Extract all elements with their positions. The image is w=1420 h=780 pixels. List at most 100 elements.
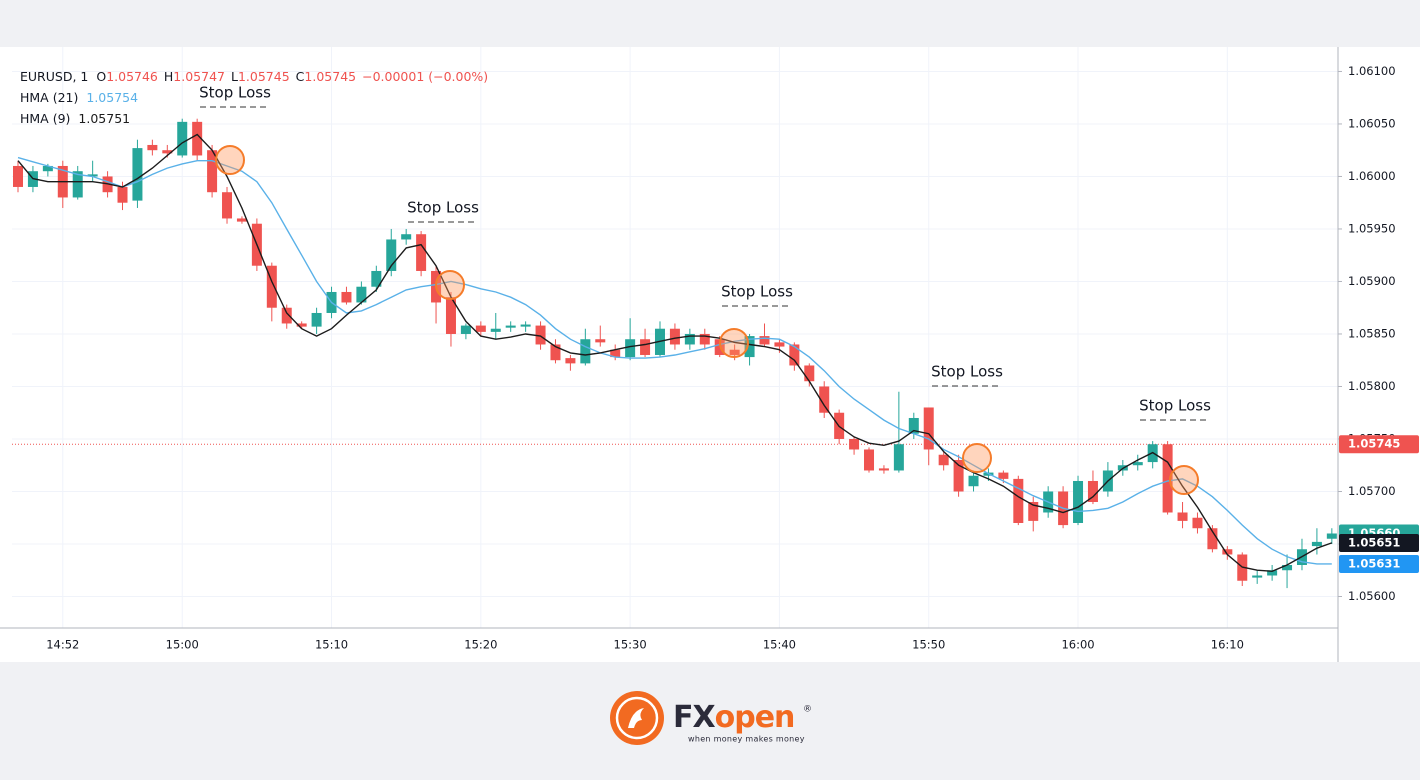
candle-body: [669, 328, 680, 345]
candle-body: [207, 150, 218, 193]
price-label: 1.05745: [1348, 437, 1400, 451]
candle-body: [117, 186, 128, 203]
legend-key: L: [231, 69, 238, 84]
candle-body: [550, 344, 561, 361]
y-tick-label: 1.05800: [1348, 379, 1396, 393]
candle-body: [192, 121, 203, 156]
legend-change: −0.00001 (−0.00%): [362, 69, 488, 84]
candle-body: [789, 344, 800, 366]
x-tick-label: 15:00: [166, 638, 199, 652]
candle-body: [1013, 478, 1024, 523]
candle-body: [1282, 564, 1293, 571]
candle-body: [311, 312, 322, 327]
legend-value: 1.05747: [173, 69, 225, 84]
candle-body: [281, 307, 292, 324]
candle-body: [610, 349, 621, 358]
logo-mark-glyph: [628, 708, 644, 728]
candle-body: [460, 325, 471, 334]
candle-body: [684, 333, 695, 345]
candle-body: [236, 218, 247, 222]
candle-body: [1311, 541, 1322, 547]
candle-body: [580, 339, 591, 364]
legend-symbol: EURUSD, 1: [20, 69, 88, 84]
candle-body: [296, 323, 307, 327]
legend-row: HMA (21) 1.05754: [20, 90, 138, 105]
candle-body: [475, 325, 486, 332]
y-tick-label: 1.06100: [1348, 64, 1396, 78]
x-tick-label: 16:00: [1061, 638, 1094, 652]
price-label-box: [1339, 533, 1419, 552]
candle-body: [744, 336, 755, 358]
candle-body: [401, 234, 412, 240]
price-label-box: [1339, 554, 1419, 573]
candle-body: [416, 234, 427, 271]
stop-marker: [1169, 465, 1199, 495]
legend-key: C: [296, 69, 305, 84]
candle-body: [804, 365, 815, 382]
y-tick-label: 1.05700: [1348, 484, 1396, 498]
annotation-label: Stop Loss: [1139, 397, 1211, 415]
candle-body: [1252, 575, 1263, 578]
candle-body: [1267, 570, 1278, 576]
candle-body: [520, 324, 531, 327]
candle-body: [445, 297, 456, 334]
candle-body: [849, 438, 860, 450]
candle-body: [386, 239, 397, 271]
legend-value: 1.05745: [304, 69, 356, 84]
candle-body: [162, 150, 173, 154]
candle-body: [864, 449, 875, 471]
logo-mark-ring: [615, 696, 659, 740]
candle-body: [625, 339, 636, 358]
price-label: 1.05631: [1348, 556, 1400, 570]
logo-registered: ®: [803, 705, 812, 715]
candle-body: [371, 270, 382, 287]
stop-marker: [435, 270, 465, 300]
candle-body: [1073, 480, 1084, 523]
candle-body: [1028, 501, 1039, 521]
candle-body: [490, 328, 501, 332]
candle-body: [72, 171, 83, 198]
x-tick-label: 14:52: [46, 638, 79, 652]
annotation-label: Stop Loss: [931, 363, 1003, 381]
candle-body: [341, 291, 352, 303]
candle-body: [266, 265, 277, 308]
candle-body: [893, 444, 904, 471]
candle-body: [729, 349, 740, 355]
candle-body: [774, 342, 785, 347]
chart-panel: [0, 47, 1420, 662]
y-tick-label: 1.05600: [1348, 589, 1396, 603]
legend-name: HMA (9): [20, 111, 70, 126]
x-tick-label: 15:10: [315, 638, 348, 652]
logo-accent: open: [715, 700, 795, 735]
y-tick-label: 1.05850: [1348, 326, 1396, 340]
candle-body: [13, 165, 23, 187]
candle-body: [1132, 462, 1143, 466]
candle-body: [699, 333, 710, 345]
footer: FXopen ® when money makes money: [610, 691, 812, 745]
candle-body: [1162, 444, 1173, 513]
legend-value: 1.05754: [86, 90, 138, 105]
candle-body: [177, 121, 188, 156]
candle-body: [505, 325, 516, 328]
legend-name: HMA (21): [20, 90, 78, 105]
annotation-label: Stop Loss: [199, 84, 271, 102]
logo-tagline: when money makes money: [688, 735, 805, 744]
logo-dark: FX: [673, 700, 715, 735]
x-tick-label: 15:20: [464, 638, 497, 652]
y-tick-label: 1.05950: [1348, 221, 1396, 235]
legend-row: EURUSD, 1 O1.05746 H1.05747 L1.05745 C1.0574…: [20, 69, 488, 84]
legend-row: HMA (9) 1.05751: [20, 111, 130, 126]
candle-body: [759, 336, 770, 345]
candle-body: [878, 468, 889, 471]
price-label: 1.05651: [1348, 535, 1400, 549]
hma-line: [17, 133, 1333, 573]
candle-body: [998, 472, 1009, 479]
candle-body: [1087, 480, 1098, 502]
candle-body: [356, 286, 367, 303]
y-tick-label: 1.06050: [1348, 116, 1396, 130]
y-tick-label: 1.05900: [1348, 274, 1396, 288]
legend-key: H: [164, 69, 173, 84]
price-label-box: [1339, 435, 1419, 454]
